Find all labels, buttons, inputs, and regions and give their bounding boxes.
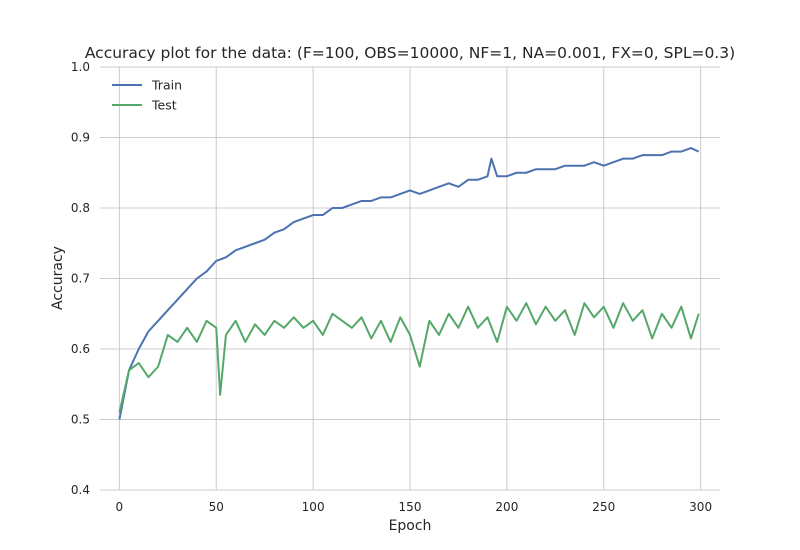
y-axis-title: Accuracy xyxy=(50,246,66,310)
y-tick-label: 0.7 xyxy=(71,272,90,286)
y-tick-label: 0.8 xyxy=(71,201,90,215)
x-tick-label: 300 xyxy=(689,500,712,514)
x-axis-title: Epoch xyxy=(389,518,432,534)
x-tick-label: 200 xyxy=(495,500,518,514)
x-tick-label: 50 xyxy=(209,500,224,514)
y-tick-label: 1.0 xyxy=(71,60,90,74)
x-tick-label: 100 xyxy=(302,500,325,514)
y-tick-label: 0.9 xyxy=(71,131,90,145)
legend-label-test: Test xyxy=(151,98,177,113)
grid-lines xyxy=(100,66,720,491)
x-tick-label: 250 xyxy=(592,500,615,514)
y-tick-label: 0.6 xyxy=(71,342,90,356)
y-tick-label: 0.5 xyxy=(71,413,90,427)
tick-labels: 0.4 0.5 0.6 0.7 0.8 0.9 1.0 0 50 100 150 200 250 300 xyxy=(71,60,712,514)
series-lines xyxy=(118,147,700,420)
x-tick-label: 0 xyxy=(116,500,124,514)
chart-title: Accuracy plot for the data: (F=100, OBS=… xyxy=(85,44,735,62)
legend: Train Test xyxy=(112,78,182,113)
y-tick-label: 0.4 xyxy=(71,483,90,497)
series-line-train xyxy=(118,147,700,420)
series-line-test xyxy=(118,302,700,413)
x-tick-label: 150 xyxy=(399,500,422,514)
legend-label-train: Train xyxy=(151,78,182,93)
